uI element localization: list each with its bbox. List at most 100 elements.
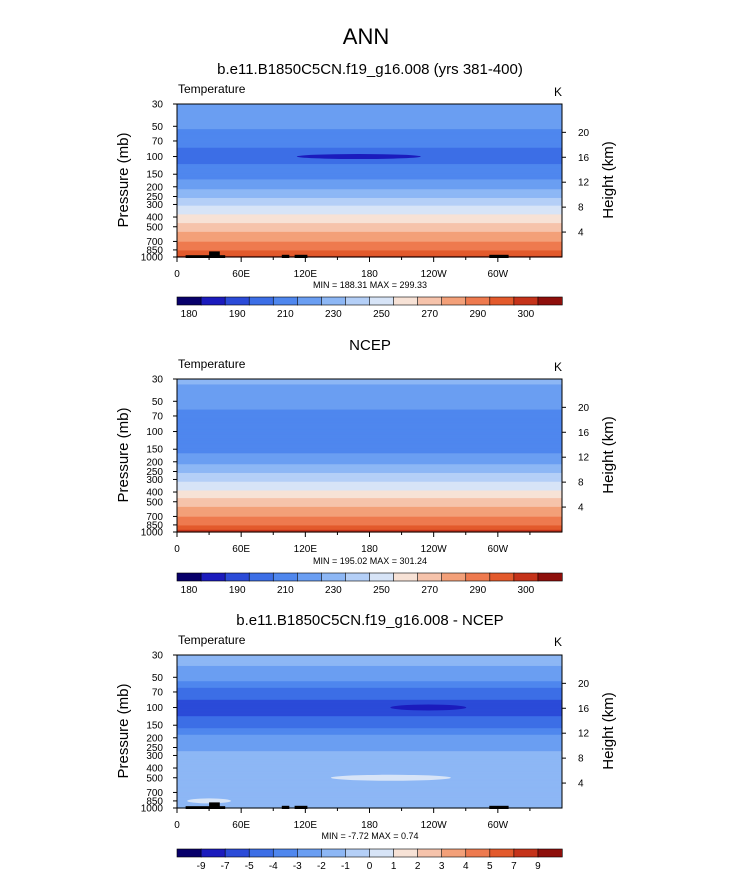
contour-band <box>177 240 562 243</box>
contour-band <box>177 220 562 223</box>
contour-band <box>177 793 562 796</box>
contour-band <box>177 805 562 808</box>
panel-1-units-label: K <box>554 85 562 99</box>
contour-band <box>177 380 562 382</box>
contour-band <box>177 490 562 493</box>
y2-tick-label: 4 <box>578 503 584 514</box>
contour-band <box>177 439 562 441</box>
colorbar-label: -3 <box>293 861 302 872</box>
contour-band <box>177 195 562 198</box>
x-tick-label: 120W <box>421 544 448 555</box>
contour-band <box>177 483 562 486</box>
contour-band <box>177 663 562 666</box>
contour-band <box>177 168 562 171</box>
contour-band <box>177 203 562 206</box>
y-tick-label: 30 <box>152 100 164 111</box>
contour-band <box>177 510 562 512</box>
contour-band <box>177 210 562 212</box>
x-tick-label: 0 <box>174 269 180 280</box>
contour-band <box>177 459 562 462</box>
contour-band <box>177 676 562 679</box>
contour-band <box>177 685 562 688</box>
topography-mask <box>281 254 290 258</box>
colorbar-label: 9 <box>535 861 541 872</box>
y-tick-label: 150 <box>146 170 163 181</box>
contour-band <box>177 750 562 752</box>
contour-band <box>177 514 562 517</box>
contour-band <box>177 705 562 707</box>
contour-band <box>177 769 562 772</box>
contour-band <box>177 391 562 393</box>
colorbar-label: 300 <box>518 309 535 320</box>
contour-band <box>177 497 562 499</box>
contour-band <box>177 222 562 224</box>
contour-band <box>177 170 562 173</box>
contour-band <box>177 704 562 706</box>
y-tick-label: 300 <box>146 200 163 211</box>
y2-tick-label: 16 <box>578 428 590 439</box>
difference-minimum-contour <box>390 704 467 711</box>
contour-band <box>177 234 562 236</box>
y-tick-label: 50 <box>152 673 164 684</box>
contour-band <box>177 785 562 787</box>
contour-band <box>177 411 562 414</box>
colorbar-swatch <box>321 572 347 582</box>
contour-band <box>177 246 562 248</box>
contour-band <box>177 143 562 146</box>
contour-band <box>177 236 562 238</box>
contour-band <box>177 706 562 709</box>
contour-band <box>177 722 562 725</box>
contour-band <box>177 405 562 407</box>
contour-band <box>177 515 562 518</box>
contour-band <box>177 672 562 675</box>
colorbar-swatch <box>513 848 539 858</box>
colorbar-label: 210 <box>277 585 294 596</box>
y-tick-label: 150 <box>146 445 163 456</box>
colorbar-swatch <box>537 296 563 306</box>
y-tick-label: 200 <box>146 182 163 193</box>
colorbar-swatch <box>176 848 202 858</box>
contour-band <box>177 529 562 532</box>
contour-band <box>177 710 562 713</box>
contour-band <box>177 193 562 196</box>
contour-band <box>177 251 562 254</box>
contour-band <box>177 201 562 203</box>
contour-band <box>177 397 562 400</box>
contour-band <box>177 113 562 116</box>
contour-band <box>177 213 562 215</box>
x-tick-label: 0 <box>174 544 180 555</box>
contour-band <box>177 711 562 714</box>
contour-band <box>177 723 562 726</box>
colorbar-swatch <box>441 572 467 582</box>
contour-band <box>177 472 562 475</box>
difference-light-contour <box>187 798 232 804</box>
y-tick-label: 400 <box>146 213 163 224</box>
contour-band <box>177 431 562 434</box>
contour-band <box>177 756 562 759</box>
contour-band <box>177 442 562 445</box>
topography-mask <box>209 251 220 257</box>
contour-band <box>177 698 562 701</box>
contour-band <box>177 507 562 510</box>
contour-band <box>177 448 562 451</box>
contour-band <box>177 415 562 417</box>
contour-band <box>177 443 562 446</box>
contour-band <box>177 396 562 399</box>
contour-band <box>177 755 562 758</box>
contour-band <box>177 665 562 668</box>
contour-band <box>177 387 562 390</box>
contour-band <box>177 463 562 465</box>
colorbar-label: -9 <box>197 861 206 872</box>
contour-band <box>177 689 562 692</box>
contour-band <box>177 248 562 250</box>
contour-band <box>177 445 562 448</box>
contour-band <box>177 482 562 485</box>
contour-band <box>177 798 562 800</box>
y-tick-label: 700 <box>146 788 163 799</box>
contour-band <box>177 762 562 764</box>
y2-tick-label: 12 <box>578 453 590 464</box>
contour-band <box>177 465 562 468</box>
contour-band <box>177 720 562 723</box>
contour-band <box>177 393 562 395</box>
